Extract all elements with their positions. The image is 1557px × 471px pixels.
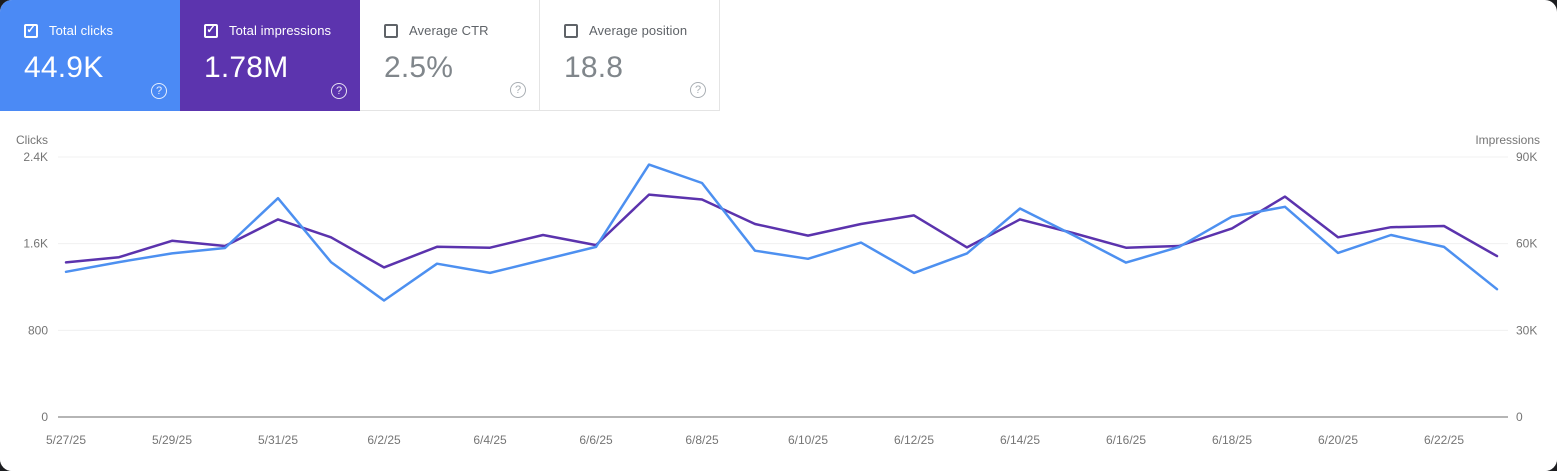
metric-value: 44.9K <box>24 51 104 84</box>
help-icon[interactable]: ? <box>510 82 526 98</box>
metric-card-header: ✓ Total impressions <box>204 23 346 38</box>
x-axis-date-label: 6/16/25 <box>1106 433 1146 447</box>
metric-card-average-ctr[interactable]: Average CTR 2.5% ? <box>360 0 540 111</box>
metric-card-header: Average position <box>564 23 705 38</box>
performance-chart[interactable]: 2.4K 90K 1.6K 60K 800 30K 0 0 Clicks Impressions 5… <box>0 111 1557 471</box>
left-axis-tick: 0 <box>41 410 48 424</box>
metric-card-average-position[interactable]: Average position 18.8 ? <box>540 0 720 111</box>
help-icon[interactable]: ? <box>331 83 347 99</box>
left-axis-tick: 2.4K <box>23 150 48 164</box>
right-axis-tick: 0 <box>1516 410 1523 424</box>
x-axis-date-label: 6/20/25 <box>1318 433 1358 447</box>
x-axis-date-label: 5/29/25 <box>152 433 192 447</box>
metric-label: Total impressions <box>229 23 332 38</box>
right-axis-tick: 60K <box>1516 237 1537 251</box>
metric-label: Total clicks <box>49 23 114 38</box>
x-axis-date-label: 6/22/25 <box>1424 433 1464 447</box>
checkbox-checked-icon[interactable]: ✓ <box>24 23 38 38</box>
checkbox-checked-icon[interactable]: ✓ <box>204 23 218 38</box>
x-axis-date-label: 6/18/25 <box>1212 433 1252 447</box>
right-axis-title: Impressions <box>1475 133 1540 147</box>
right-axis-tick: 30K <box>1516 323 1537 337</box>
line-chart-svg[interactable]: 2.4K 90K 1.6K 60K 800 30K 0 0 Clicks Impressions 5… <box>0 111 1557 471</box>
x-axis-date-label: 6/4/25 <box>473 433 507 447</box>
metric-card-total-clicks[interactable]: ✓ Total clicks 44.9K ? <box>0 0 180 111</box>
metric-label: Average CTR <box>409 23 489 38</box>
x-axis-date-label: 5/27/25 <box>46 433 86 447</box>
x-axis-date-label: 6/12/25 <box>894 433 934 447</box>
x-axis-date-label: 6/2/25 <box>367 433 401 447</box>
left-axis-title: Clicks <box>16 133 48 147</box>
checkmark-icon: ✓ <box>26 24 36 36</box>
x-axis-date-label: 6/14/25 <box>1000 433 1040 447</box>
metric-value: 2.5% <box>384 51 454 84</box>
metric-value: 18.8 <box>564 51 624 84</box>
checkbox-unchecked-icon[interactable] <box>384 23 398 38</box>
x-axis-date-label: 6/6/25 <box>579 433 613 447</box>
metric-card-header: Average CTR <box>384 23 525 38</box>
right-axis-tick: 90K <box>1516 150 1537 164</box>
help-icon[interactable]: ? <box>151 83 167 99</box>
metric-card-header: ✓ Total clicks <box>24 23 166 38</box>
metric-cards-row: ✓ Total clicks 44.9K ? ✓ Total impressio… <box>0 0 1557 111</box>
help-icon[interactable]: ? <box>690 82 706 98</box>
checkmark-icon: ✓ <box>206 24 216 36</box>
left-axis-tick: 800 <box>28 323 48 337</box>
x-axis-date-label: 6/8/25 <box>685 433 719 447</box>
left-axis-tick: 1.6K <box>23 237 48 251</box>
x-axis-date-label: 5/31/25 <box>258 433 298 447</box>
x-axis-date-label: 6/10/25 <box>788 433 828 447</box>
clicks-line[interactable] <box>64 163 1499 302</box>
metric-label: Average position <box>589 23 688 38</box>
metric-value: 1.78M <box>204 51 289 84</box>
metric-card-total-impressions[interactable]: ✓ Total impressions 1.78M ? <box>180 0 360 111</box>
impressions-line[interactable] <box>64 193 1499 269</box>
checkbox-unchecked-icon[interactable] <box>564 23 578 38</box>
